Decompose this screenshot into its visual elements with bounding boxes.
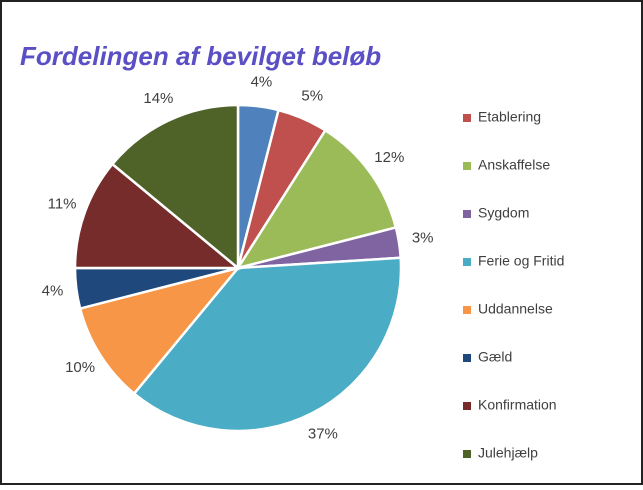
legend-label: Gæld [478,349,512,365]
data-label: 4% [42,282,64,299]
data-label: 11% [48,196,77,213]
legend-label: Etablering [478,109,541,125]
pie-slice [110,103,240,271]
pie-slice [235,128,398,270]
pie-slice [73,162,242,270]
chart-title: Fordelingen af bevilget beløb [20,41,381,71]
data-label: 3% [412,230,434,247]
data-label: 37% [308,426,338,443]
legend-swatch [463,258,471,266]
legend-swatch [463,162,471,170]
legend-label: Uddannelse [478,301,553,317]
legend-label: Konfirmation [478,397,557,413]
legend-swatch [463,402,471,410]
legend-label: Anskaffelse [478,157,550,173]
legend-label: Sygdom [478,205,529,221]
legend-label: Ferie og Fritid [478,253,564,269]
legend-label: Julehjælp [478,445,538,461]
legend-swatch [463,306,471,314]
data-label: 10% [65,359,95,376]
pie-slice [132,256,403,433]
data-label: 5% [301,87,323,104]
data-label: 4% [251,73,273,90]
legend-swatch [463,450,471,458]
legend-swatch [463,354,471,362]
data-label: 12% [374,149,404,166]
legend-swatch [463,210,471,218]
data-label: 14% [143,90,173,107]
legend-swatch [463,114,471,122]
